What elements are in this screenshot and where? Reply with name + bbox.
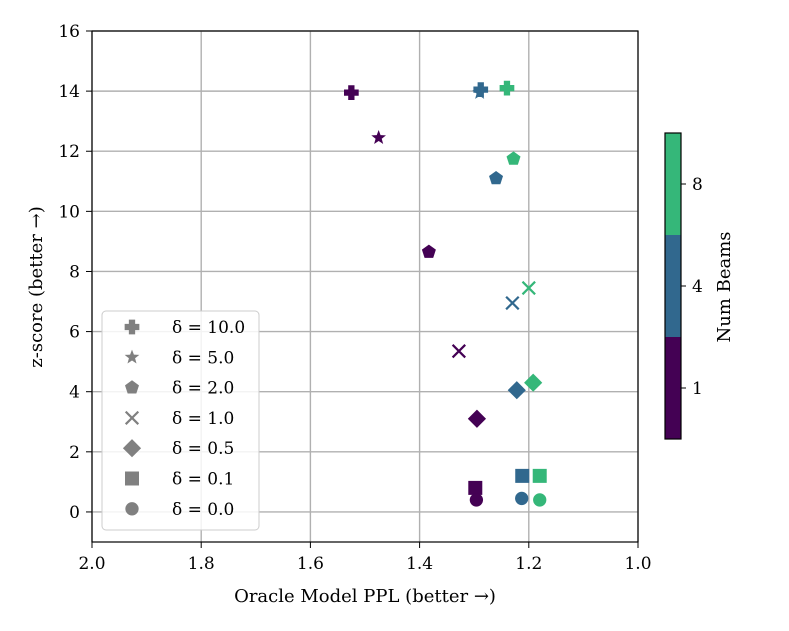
- y-tick-label: 6: [69, 323, 80, 343]
- x-tick-label: 1.4: [406, 554, 433, 574]
- point-star-beams-1: [371, 130, 386, 144]
- legend-plus-icon: [124, 319, 140, 335]
- point-x-beams-4: [505, 295, 520, 311]
- point-star-beams-4: [472, 84, 487, 99]
- colorbar: 1 4 8: [664, 132, 703, 440]
- point-diamond-beams-4: [507, 381, 526, 400]
- y-tick-label: 16: [58, 22, 80, 42]
- point-circle-beams-8: [533, 493, 547, 507]
- point-circle-beams-1: [469, 493, 484, 507]
- legend-label: δ = 1.0: [172, 409, 234, 429]
- legend-diamond-icon: [122, 439, 142, 458]
- legend-pentagon-icon: [125, 380, 139, 394]
- point-x-beams-1: [451, 344, 466, 359]
- data-points: [344, 80, 547, 507]
- colorbar-tick-label: 8: [692, 175, 703, 195]
- x-tick-label: 1.8: [188, 554, 215, 574]
- point-diamond-beams-8: [524, 373, 543, 392]
- colorbar-tick-label: 4: [692, 277, 703, 297]
- legend-label: δ = 5.0: [172, 348, 234, 368]
- colorbar-label: Num Beams: [714, 231, 735, 342]
- legend-box: [101, 310, 260, 531]
- y-axis-label: z-score (better →): [26, 206, 47, 367]
- legend-x-icon: [124, 410, 140, 425]
- y-tick-label: 10: [58, 202, 80, 222]
- y-tick-label: 12: [58, 142, 80, 162]
- point-square-beams-1: [468, 480, 483, 495]
- x-axis-ticks: 2.0 1.8 1.6 1.4 1.2 1.0: [78, 542, 652, 574]
- colorbar-tick-label: 1: [692, 379, 703, 399]
- x-tick-label: 2.0: [78, 554, 105, 574]
- y-axis-ticks: 0 2 4 6 8 10 12 14 16: [58, 22, 92, 523]
- x-tick-label: 1.2: [515, 554, 542, 574]
- x-tick-label: 1.0: [624, 554, 651, 574]
- colorbar-segment-4: [665, 235, 681, 337]
- legend-label: δ = 0.0: [172, 500, 234, 520]
- y-tick-label: 2: [69, 443, 80, 463]
- x-axis-label: Oracle Model PPL (better →): [234, 586, 496, 607]
- point-plus-beams-1: [344, 85, 359, 100]
- plot-frame: [91, 30, 639, 543]
- y-tick-label: 0: [69, 503, 80, 523]
- point-plus-beams-8: [499, 80, 515, 96]
- point-square-beams-8: [532, 468, 547, 483]
- point-square-beams-4: [515, 468, 530, 483]
- colorbar-segment-1: [665, 337, 681, 439]
- legend-label: δ = 10.0: [172, 318, 245, 338]
- point-pentagon-beams-4: [489, 170, 504, 185]
- y-tick-label: 14: [58, 82, 80, 102]
- x-tick-label: 1.6: [297, 554, 324, 574]
- point-pentagon-beams-8: [506, 151, 521, 165]
- colorbar-segment-8: [665, 133, 681, 235]
- point-diamond-beams-1: [467, 409, 487, 428]
- y-tick-label: 8: [69, 262, 80, 282]
- legend: δ = 10.0 δ = 5.0 δ = 2.0 δ = 1.0 δ = 0.5 δ = …: [101, 310, 260, 531]
- legend-square-icon: [125, 471, 139, 486]
- point-x-beams-8: [521, 280, 536, 296]
- legend-label: δ = 2.0: [172, 379, 234, 399]
- legend-star-icon: [124, 349, 140, 364]
- y-tick-label: 4: [69, 383, 80, 403]
- point-pentagon-beams-1: [421, 244, 436, 258]
- legend-label: δ = 0.1: [172, 470, 234, 490]
- legend-circle-icon: [125, 502, 139, 516]
- point-circle-beams-4: [515, 491, 529, 506]
- legend-label: δ = 0.5: [172, 439, 234, 459]
